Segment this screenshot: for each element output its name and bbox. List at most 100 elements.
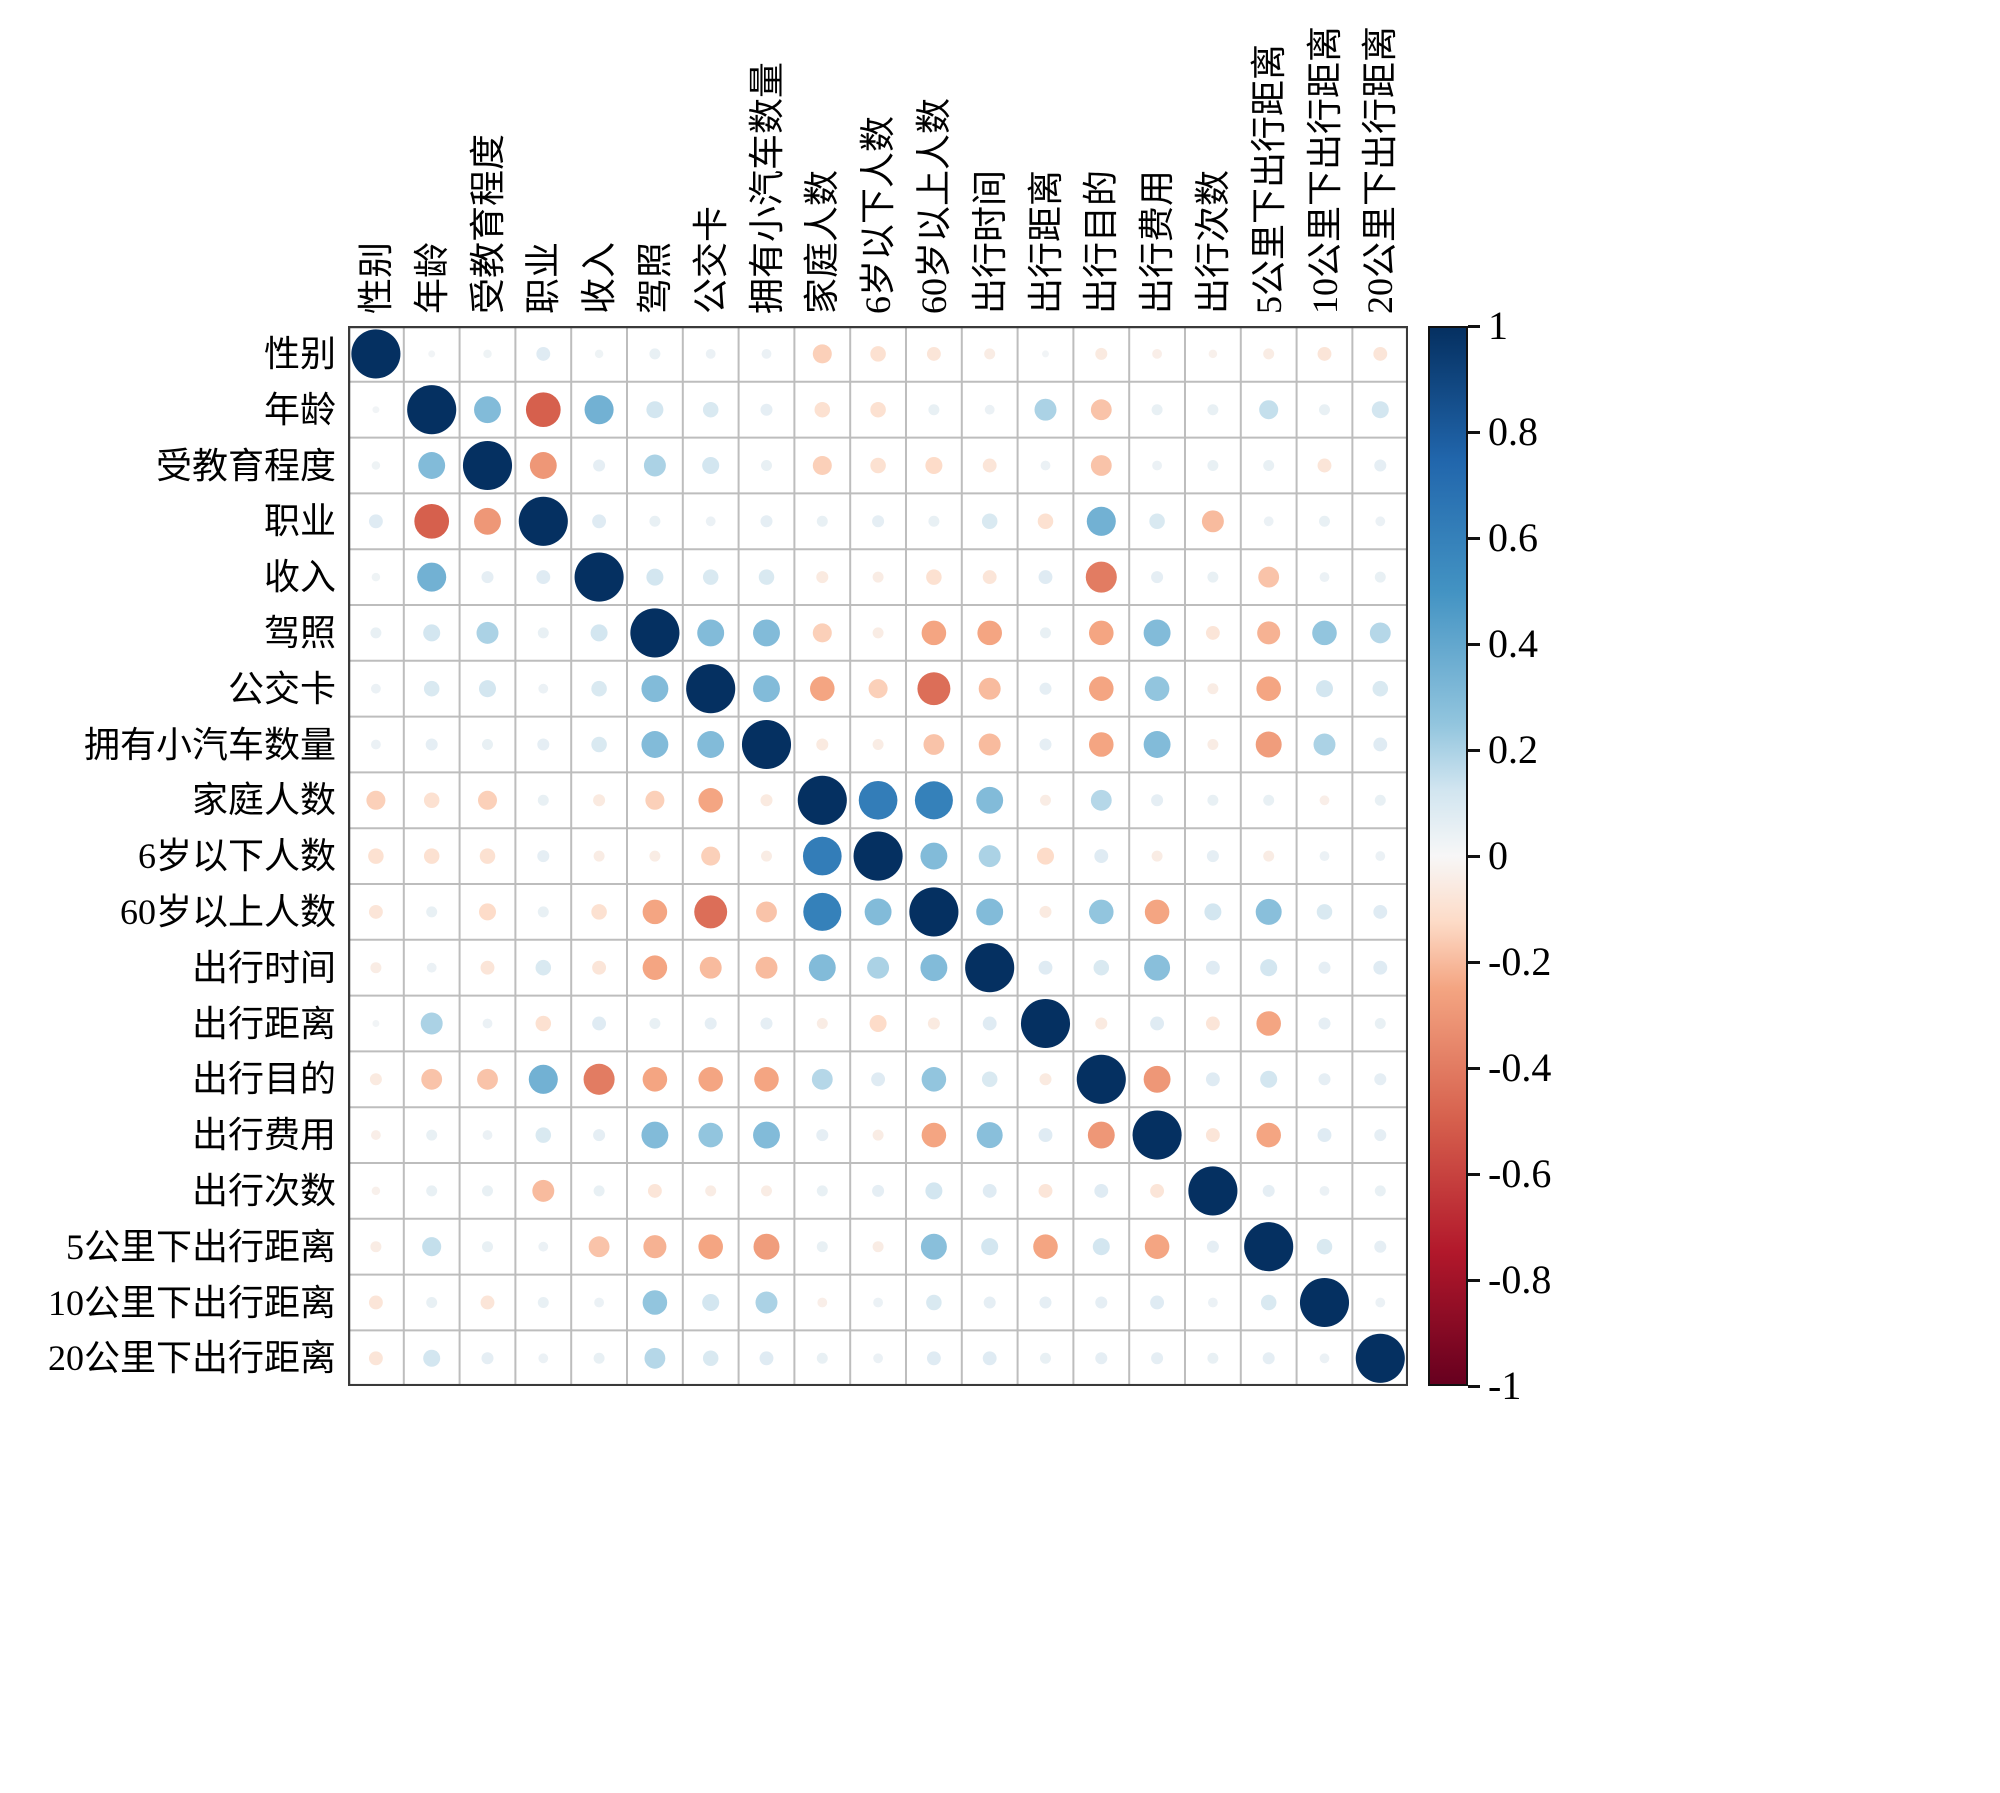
row-label-17: 10公里下出行距离 xyxy=(47,1282,336,1323)
corr-dot-0-12 xyxy=(1042,350,1049,358)
corr-dot-2-16 xyxy=(1263,460,1275,471)
corr-dot-0-0 xyxy=(351,329,401,379)
corr-dot-3-4 xyxy=(592,514,607,529)
corr-dot-3-5 xyxy=(649,515,661,527)
corr-dot-4-15 xyxy=(1207,571,1219,583)
corr-dot-18-16 xyxy=(1262,1352,1275,1365)
corr-dot-10-8 xyxy=(803,892,842,931)
corr-dot-3-12 xyxy=(1037,513,1054,530)
corr-dot-7-18 xyxy=(1373,737,1388,752)
column-label-16: 5公里下出行距离 xyxy=(1248,43,1289,314)
corr-dot-5-17 xyxy=(1312,620,1337,646)
corr-dot-7-2 xyxy=(482,739,493,750)
corr-dot-4-0 xyxy=(371,572,381,582)
column-label-18: 20公里下出行距离 xyxy=(1360,25,1401,314)
corr-dot-15-4 xyxy=(593,1185,605,1197)
corr-dot-1-5 xyxy=(646,401,664,419)
corr-dot-8-0 xyxy=(366,790,386,810)
column-label-6: 公交卡 xyxy=(690,205,731,314)
corr-dot-14-3 xyxy=(535,1127,552,1143)
corr-dot-2-8 xyxy=(812,455,832,476)
corr-dot-10-13 xyxy=(1089,899,1114,925)
corr-dot-11-11 xyxy=(965,943,1015,993)
corr-dot-7-8 xyxy=(816,738,829,751)
corr-dot-18-0 xyxy=(368,1351,383,1366)
corr-dot-17-7 xyxy=(755,1291,778,1314)
corr-dot-1-18 xyxy=(1371,401,1389,419)
corr-dot-4-17 xyxy=(1319,572,1330,583)
corr-dot-7-16 xyxy=(1255,731,1282,758)
corr-dot-10-16 xyxy=(1255,898,1282,925)
correlation-matrix-svg xyxy=(348,326,1409,1387)
corr-dot-9-13 xyxy=(1094,849,1109,864)
corr-dot-15-16 xyxy=(1262,1184,1275,1197)
corr-dot-0-3 xyxy=(536,346,551,361)
corr-dot-3-6 xyxy=(705,516,716,527)
colorbar-tick-mark-0 xyxy=(1468,324,1480,328)
row-label-8: 家庭人数 xyxy=(191,780,336,821)
corr-dot-12-13 xyxy=(1095,1017,1108,1030)
corr-dot-1-2 xyxy=(474,396,501,424)
corr-dot-2-7 xyxy=(761,460,772,471)
corr-dot-3-16 xyxy=(1263,516,1274,527)
corr-dot-18-9 xyxy=(873,1353,884,1364)
corr-dot-4-2 xyxy=(481,571,494,584)
corr-dot-4-16 xyxy=(1258,566,1280,588)
corr-dot-14-5 xyxy=(641,1121,669,1149)
corr-dot-11-5 xyxy=(642,955,668,980)
corr-dot-7-17 xyxy=(1313,733,1336,756)
row-label-3: 职业 xyxy=(263,501,336,542)
corr-dot-12-7 xyxy=(760,1017,773,1030)
corr-dot-0-7 xyxy=(761,348,772,359)
corr-dot-12-11 xyxy=(982,1016,997,1031)
corr-dot-18-8 xyxy=(816,1352,828,1364)
corr-dot-14-7 xyxy=(753,1121,780,1149)
colorbar-tick-label-1: 0.8 xyxy=(1488,409,1538,455)
corr-dot-6-1 xyxy=(423,680,440,697)
corr-dot-16-11 xyxy=(981,1238,999,1256)
corr-dot-16-2 xyxy=(482,1241,493,1253)
corr-dot-16-7 xyxy=(753,1233,780,1260)
corr-dot-18-6 xyxy=(702,1350,719,1367)
corr-dot-18-7 xyxy=(759,1351,774,1366)
colorbar-tick-mark-6 xyxy=(1468,960,1480,964)
column-label-0: 性别 xyxy=(355,241,396,314)
row-label-5: 驾照 xyxy=(263,612,336,653)
corr-dot-14-11 xyxy=(976,1122,1003,1149)
corr-dot-17-12 xyxy=(1039,1296,1052,1309)
corr-dot-5-9 xyxy=(872,627,884,639)
corr-dot-13-1 xyxy=(421,1068,443,1090)
corr-dot-11-1 xyxy=(426,962,437,973)
corr-dot-2-15 xyxy=(1207,460,1219,471)
corr-dot-7-9 xyxy=(872,739,884,750)
colorbar-tick-mark-1 xyxy=(1468,430,1480,434)
corr-dot-6-4 xyxy=(591,680,607,697)
corr-dot-13-2 xyxy=(477,1068,498,1090)
corr-dot-2-14 xyxy=(1152,460,1163,471)
corr-dot-5-6 xyxy=(697,619,725,647)
colorbar-tick-mark-4 xyxy=(1468,748,1480,752)
column-label-8: 家庭人数 xyxy=(802,169,843,314)
corr-dot-9-16 xyxy=(1263,850,1275,862)
corr-dot-11-16 xyxy=(1260,959,1278,977)
corr-dot-1-16 xyxy=(1259,400,1279,420)
corr-dot-0-16 xyxy=(1263,348,1275,360)
corr-dot-16-18 xyxy=(1374,1240,1387,1253)
corr-dot-10-12 xyxy=(1039,905,1052,918)
corr-dot-13-6 xyxy=(698,1067,723,1092)
corr-dot-14-13 xyxy=(1087,1121,1115,1149)
column-label-10: 60岁以上人数 xyxy=(913,97,954,314)
corr-dot-1-0 xyxy=(372,406,380,414)
corr-dot-3-7 xyxy=(760,515,773,528)
corr-dot-15-15 xyxy=(1188,1166,1238,1216)
corr-dot-7-6 xyxy=(697,731,725,758)
corr-dot-6-15 xyxy=(1207,683,1219,695)
corr-dot-9-5 xyxy=(649,850,661,862)
corr-dot-15-17 xyxy=(1319,1185,1330,1196)
corr-dot-3-0 xyxy=(368,514,383,529)
corr-dot-17-16 xyxy=(1260,1294,1277,1311)
corr-dot-15-11 xyxy=(982,1183,997,1198)
corr-dot-14-16 xyxy=(1256,1122,1281,1148)
corr-dot-10-11 xyxy=(976,898,1004,926)
corr-dot-6-17 xyxy=(1315,680,1333,698)
